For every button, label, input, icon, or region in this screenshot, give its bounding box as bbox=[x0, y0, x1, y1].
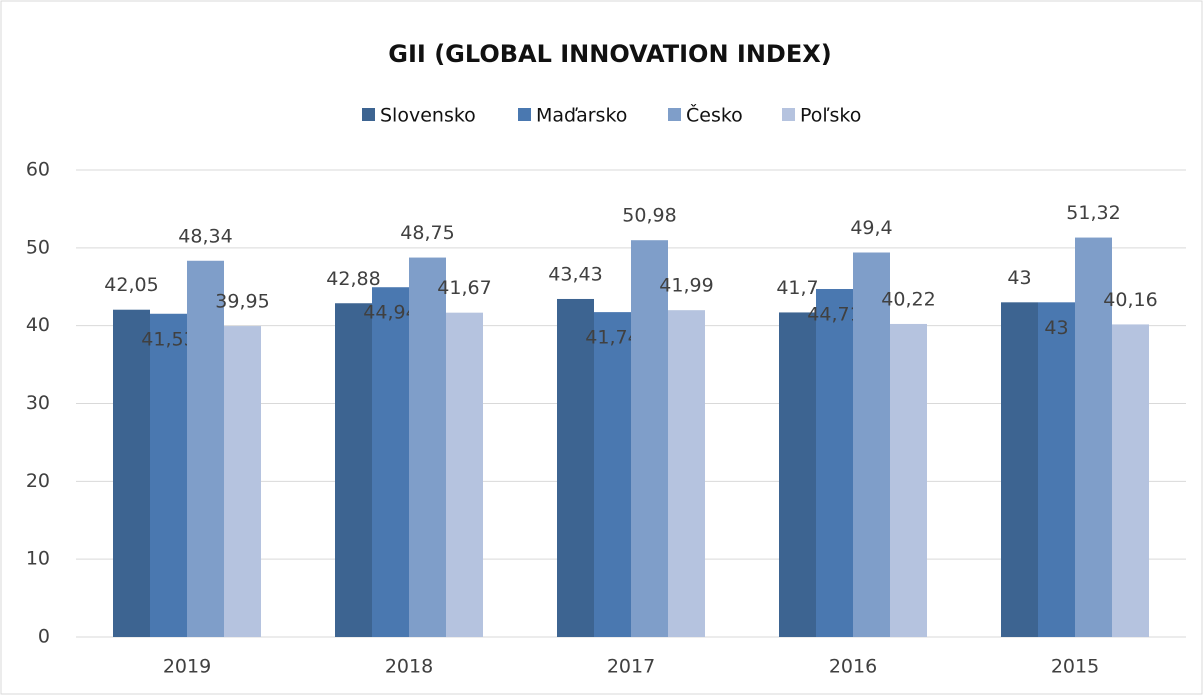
data-label: 41,53 bbox=[141, 328, 195, 350]
data-label: 43 bbox=[1044, 317, 1068, 339]
data-label: 41,74 bbox=[585, 327, 639, 349]
data-label: 43,43 bbox=[548, 263, 602, 285]
x-tick-label: 2018 bbox=[385, 656, 433, 678]
bar bbox=[409, 257, 446, 637]
legend-label: Maďarsko bbox=[536, 105, 627, 127]
y-tick-label: 30 bbox=[26, 392, 50, 414]
bar bbox=[668, 310, 705, 637]
x-tick-label: 2019 bbox=[163, 656, 211, 678]
bar bbox=[631, 240, 668, 637]
bar bbox=[113, 309, 150, 637]
data-label: 41,99 bbox=[659, 275, 713, 297]
x-tick-label: 2016 bbox=[829, 656, 877, 678]
data-label: 43 bbox=[1007, 267, 1031, 289]
legend-swatch bbox=[782, 108, 795, 121]
bar bbox=[446, 312, 483, 637]
legend-label: Slovensko bbox=[380, 105, 476, 127]
legend-label: Poľsko bbox=[800, 105, 861, 127]
data-label: 42,88 bbox=[326, 268, 380, 290]
y-tick-label: 10 bbox=[26, 548, 50, 570]
bar bbox=[816, 289, 853, 637]
legend-swatch bbox=[518, 108, 531, 121]
data-label: 49,4 bbox=[850, 217, 892, 239]
data-label: 44,71 bbox=[807, 304, 861, 326]
chart-title: GII (GLOBAL INNOVATION INDEX) bbox=[388, 40, 831, 68]
data-label: 41,67 bbox=[437, 277, 491, 299]
data-label: 51,32 bbox=[1066, 202, 1120, 224]
data-label: 39,95 bbox=[215, 291, 269, 313]
x-tick-label: 2015 bbox=[1051, 656, 1099, 678]
bar bbox=[372, 287, 409, 637]
bar bbox=[150, 313, 187, 637]
bar bbox=[1001, 302, 1038, 637]
y-tick-label: 50 bbox=[26, 236, 50, 258]
bar bbox=[890, 323, 927, 637]
y-tick-label: 40 bbox=[26, 314, 50, 336]
bar bbox=[1075, 237, 1112, 637]
data-label: 44,94 bbox=[363, 302, 417, 324]
y-tick-label: 20 bbox=[26, 470, 50, 492]
y-tick-label: 0 bbox=[38, 626, 50, 648]
legend-swatch bbox=[668, 108, 681, 121]
bar bbox=[335, 303, 372, 637]
bar bbox=[594, 312, 631, 637]
data-label: 42,05 bbox=[104, 274, 158, 296]
legend-swatch bbox=[362, 108, 375, 121]
bar bbox=[224, 326, 261, 637]
data-label: 40,22 bbox=[881, 288, 935, 310]
bar bbox=[1112, 324, 1149, 637]
legend-label: Česko bbox=[686, 103, 743, 127]
y-tick-label: 60 bbox=[26, 159, 50, 181]
data-label: 50,98 bbox=[622, 205, 676, 227]
bar bbox=[187, 260, 224, 637]
bar bbox=[853, 252, 890, 637]
bar bbox=[557, 298, 594, 637]
data-label: 40,16 bbox=[1103, 289, 1157, 311]
x-tick-label: 2017 bbox=[607, 656, 655, 678]
data-label: 48,75 bbox=[400, 222, 454, 244]
bar bbox=[779, 312, 816, 637]
data-label: 41,7 bbox=[776, 277, 818, 299]
data-label: 48,34 bbox=[178, 225, 232, 247]
bar bbox=[1038, 302, 1075, 637]
